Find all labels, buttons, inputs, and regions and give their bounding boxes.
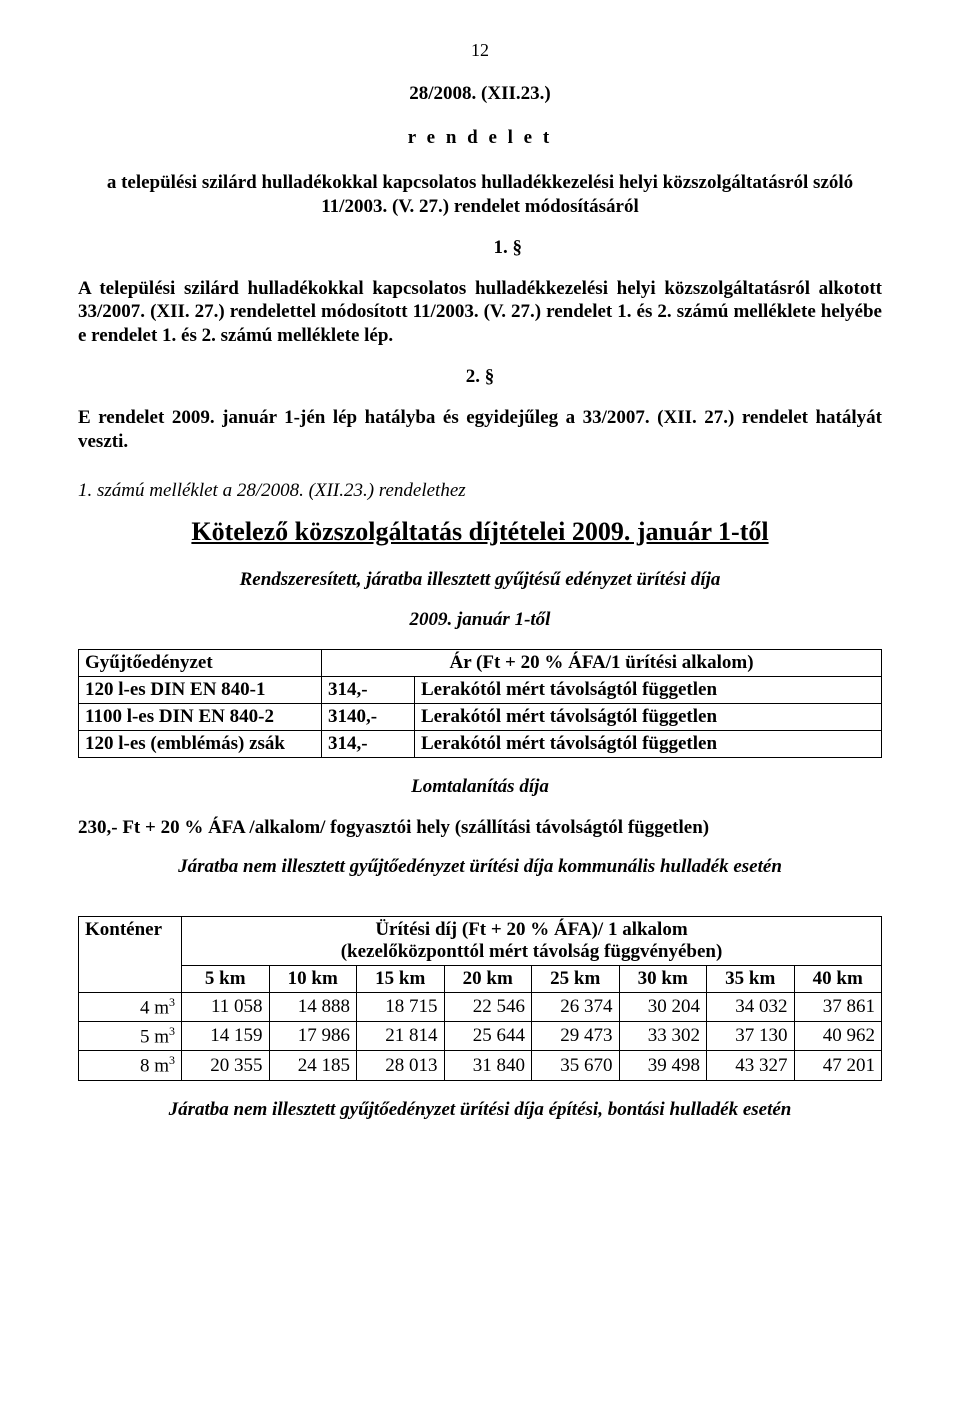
page-number: 12: [78, 40, 882, 61]
dist-columns-row: 5 km 10 km 15 km 20 km 25 km 30 km 35 km…: [79, 965, 882, 992]
lomtalanitas-text: 230,- Ft + 20 % ÁFA /alkalom/ fogyasztói…: [78, 816, 882, 840]
table-row: 4 m3 11 058 14 888 18 715 22 546 26 374 …: [79, 992, 882, 1021]
price-row-price: 3140,-: [322, 704, 415, 731]
price-row-name: 120 l-es (emblémás) zsák: [79, 731, 322, 758]
dist-cell: 14 159: [182, 1022, 270, 1051]
price-row-name: 120 l-es DIN EN 840-1: [79, 677, 322, 704]
price-table-header-row: Gyűjtőedényzet Ár (Ft + 20 % ÁFA/1 üríté…: [79, 650, 882, 677]
dist-row-label: 4 m3: [79, 992, 182, 1021]
dist-cell: 37 130: [707, 1022, 795, 1051]
dist-cell: 17 986: [269, 1022, 357, 1051]
dist-header-label: Konténer: [79, 916, 182, 992]
nonroute-title: Járatba nem illesztett gyűjtőedényzet ür…: [78, 856, 882, 878]
price-row-note: Lerakótól mért távolságtól független: [415, 677, 882, 704]
dist-cell: 11 058: [182, 992, 270, 1021]
table-row: 5 m3 14 159 17 986 21 814 25 644 29 473 …: [79, 1022, 882, 1051]
table-row: 120 l-es (emblémás) zsák 314,- Lerakótól…: [79, 731, 882, 758]
dist-cell: 37 861: [794, 992, 882, 1021]
dist-cell: 33 302: [619, 1022, 707, 1051]
dist-cell: 14 888: [269, 992, 357, 1021]
dist-header-sub-text: (kezelőközponttól mért távolság függvény…: [341, 941, 723, 962]
date-line: 2009. január 1-től: [78, 609, 882, 631]
section-1-text: A települési szilárd hulladékokkal kapcs…: [78, 277, 882, 348]
dist-cell: 25 644: [444, 1022, 532, 1051]
dist-row-label: 5 m3: [79, 1022, 182, 1051]
table-row: 1100 l-es DIN EN 840-2 3140,- Lerakótól …: [79, 704, 882, 731]
dist-header-title-text: Ürítési díj (Ft + 20 % ÁFA)/ 1 alkalom: [375, 919, 687, 940]
dist-cell: 21 814: [357, 1022, 445, 1051]
dist-header-row-1: Konténer Ürítési díj (Ft + 20 % ÁFA)/ 1 …: [79, 916, 882, 965]
dist-cell: 30 204: [619, 992, 707, 1021]
subtitle-1: Rendszeresített, járatba illesztett gyűj…: [78, 569, 882, 591]
table-row: 120 l-es DIN EN 840-1 314,- Lerakótól mé…: [79, 677, 882, 704]
dist-col: 40 km: [794, 965, 882, 992]
dist-cell: 26 374: [532, 992, 620, 1021]
dist-row-label-text: 5 m: [140, 1026, 169, 1047]
superscript: 3: [169, 995, 175, 1009]
dist-cell: 39 498: [619, 1051, 707, 1080]
dist-cell: 43 327: [707, 1051, 795, 1080]
dist-cell: 22 546: [444, 992, 532, 1021]
dist-cell: 34 032: [707, 992, 795, 1021]
dist-col: 15 km: [357, 965, 445, 992]
dist-cell: 18 715: [357, 992, 445, 1021]
dist-col: 30 km: [619, 965, 707, 992]
dist-cell: 24 185: [269, 1051, 357, 1080]
dist-cell: 40 962: [794, 1022, 882, 1051]
superscript: 3: [169, 1024, 175, 1038]
price-row-name: 1100 l-es DIN EN 840-2: [79, 704, 322, 731]
price-row-note: Lerakótól mért távolságtól független: [415, 731, 882, 758]
dist-col: 25 km: [532, 965, 620, 992]
section-2-label: 2. §: [78, 366, 882, 388]
annex-reference: 1. számú melléklet a 28/2008. (XII.23.) …: [78, 479, 882, 503]
dist-col: 5 km: [182, 965, 270, 992]
dist-header-title: Ürítési díj (Ft + 20 % ÁFA)/ 1 alkalom (…: [182, 916, 882, 965]
dist-col: 10 km: [269, 965, 357, 992]
document-page: 12 28/2008. (XII.23.) r e n d e l e t a …: [0, 0, 960, 1404]
price-row-note: Lerakótól mért távolságtól független: [415, 704, 882, 731]
superscript: 3: [169, 1053, 175, 1067]
dist-cell: 29 473: [532, 1022, 620, 1051]
price-header-left: Gyűjtőedényzet: [79, 650, 322, 677]
section-2-text: E rendelet 2009. január 1-jén lép hatály…: [78, 406, 882, 454]
dist-cell: 47 201: [794, 1051, 882, 1080]
dist-row-label-text: 4 m: [140, 997, 169, 1018]
dist-cell: 28 013: [357, 1051, 445, 1080]
main-title: Kötelező közszolgáltatás díjtételei 2009…: [78, 517, 882, 547]
price-row-price: 314,-: [322, 677, 415, 704]
table-row: 8 m3 20 355 24 185 28 013 31 840 35 670 …: [79, 1051, 882, 1080]
dist-col: 20 km: [444, 965, 532, 992]
decree-number: 28/2008. (XII.23.): [78, 83, 882, 105]
dist-cell: 20 355: [182, 1051, 270, 1080]
price-row-price: 314,-: [322, 731, 415, 758]
dist-row-label: 8 m3: [79, 1051, 182, 1080]
price-header-right: Ár (Ft + 20 % ÁFA/1 ürítési alkalom): [322, 650, 882, 677]
distance-table: Konténer Ürítési díj (Ft + 20 % ÁFA)/ 1 …: [78, 916, 882, 1081]
rendelet-heading: r e n d e l e t: [78, 127, 882, 149]
dist-cell: 31 840: [444, 1051, 532, 1080]
price-table: Gyűjtőedényzet Ár (Ft + 20 % ÁFA/1 üríté…: [78, 649, 882, 758]
dist-row-label-text: 8 m: [140, 1056, 169, 1077]
dist-col: 35 km: [707, 965, 795, 992]
section-1-label: 1. §: [78, 237, 882, 259]
lomtalanitas-title: Lomtalanítás díja: [78, 776, 882, 798]
footer-line: Járatba nem illesztett gyűjtőedényzet ür…: [78, 1099, 882, 1121]
dist-cell: 35 670: [532, 1051, 620, 1080]
title-paragraph: a települési szilárd hulladékokkal kapcs…: [78, 171, 882, 219]
